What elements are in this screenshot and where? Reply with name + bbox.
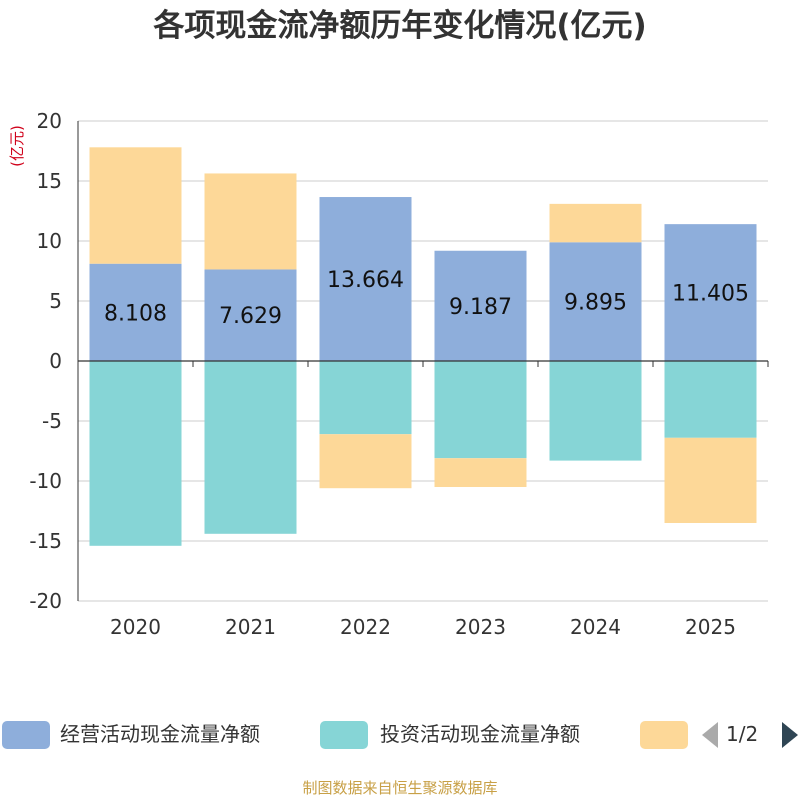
- financing-bar: [664, 437, 757, 523]
- operating-bar: [204, 269, 297, 361]
- legend: 经营活动现金流量净额 投资活动现金流量净额 1/2: [0, 712, 800, 760]
- y-tick-label: -15: [29, 529, 62, 553]
- y-tick-label: 15: [37, 169, 62, 193]
- data-label: 13.664: [327, 268, 404, 293]
- legend-page-indicator: 1/2: [726, 722, 759, 746]
- operating-bar: [89, 263, 182, 361]
- legend-label-operating: 经营活动现金流量净额: [60, 722, 260, 746]
- y-tick-label: 20: [37, 109, 62, 133]
- operating-bar: [549, 242, 642, 361]
- x-tick-label: 2025: [685, 615, 736, 639]
- data-label: 7.629: [219, 304, 282, 329]
- y-tick-label: 5: [49, 289, 62, 313]
- financing-bar: [549, 203, 642, 243]
- investing-bar: [89, 361, 182, 546]
- legend-item-financing[interactable]: [638, 712, 688, 760]
- financing-bar: [319, 434, 412, 489]
- data-label: 11.405: [672, 282, 749, 307]
- investing-bar: [549, 361, 642, 461]
- y-tick-label: -20: [29, 589, 62, 613]
- y-tick-label: 0: [49, 349, 62, 373]
- y-axis-unit-label: (亿元): [8, 125, 26, 167]
- operating-bar: [434, 250, 527, 361]
- chart-title: 各项现金流净额历年变化情况(亿元): [153, 8, 647, 44]
- y-tick-label: -5: [42, 409, 62, 433]
- operating-bar: [664, 224, 757, 361]
- x-tick-label: 2022: [340, 615, 391, 639]
- investing-bar: [434, 361, 527, 459]
- legend-item-operating[interactable]: 经营活动现金流量净额: [0, 712, 310, 760]
- financing-bar: [89, 147, 182, 264]
- legend-label-investing: 投资活动现金流量净额: [380, 722, 580, 746]
- data-label: 8.108: [104, 301, 167, 326]
- x-tick-label: 2023: [455, 615, 506, 639]
- data-label: 9.187: [449, 295, 512, 320]
- legend-swatch-financing: [640, 721, 688, 749]
- y-tick-label: 10: [37, 229, 62, 253]
- x-tick-label: 2021: [225, 615, 276, 639]
- triangle-left-icon[interactable]: [702, 722, 718, 748]
- investing-bar: [664, 361, 757, 438]
- legend-swatch-operating: [2, 721, 50, 749]
- investing-bar: [319, 361, 412, 435]
- x-tick-label: 2020: [110, 615, 161, 639]
- investing-bar: [204, 361, 297, 534]
- financing-bar: [204, 173, 297, 270]
- source-note: 制图数据来自恒生聚源数据库: [302, 779, 498, 797]
- x-tick-label: 2024: [570, 615, 621, 639]
- legend-item-investing[interactable]: 投资活动现金流量净额: [318, 712, 628, 760]
- data-label: 9.895: [564, 291, 627, 316]
- legend-swatch-investing: [320, 721, 368, 749]
- operating-bar: [319, 197, 412, 361]
- financing-bar: [434, 458, 527, 487]
- triangle-right-icon[interactable]: [782, 722, 798, 748]
- y-tick-label: -10: [29, 469, 62, 493]
